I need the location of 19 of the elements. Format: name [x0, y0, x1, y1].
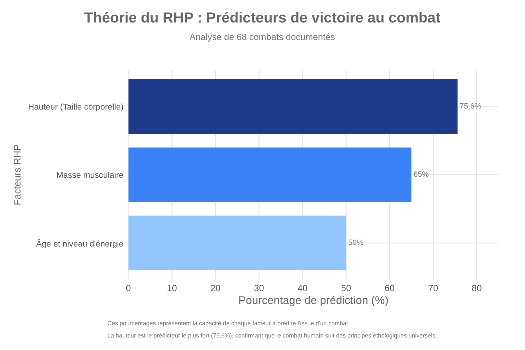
bar	[128, 216, 346, 270]
y-tick-label: Masse musculaire	[57, 172, 124, 178]
chart-title: Théorie du RHP : Prédicteurs de victoire au combat	[84, 12, 440, 23]
x-tick-label: 20	[211, 285, 220, 292]
bar	[128, 80, 458, 134]
x-axis-title: Pourcentage de prédiction (%)	[240, 296, 388, 307]
y-tick-label: Hauteur (Taille corporelle)	[29, 104, 124, 112]
x-tick-label: 80	[472, 285, 482, 292]
x-tick-label: 10	[168, 285, 177, 292]
x-tick-label: 70	[428, 285, 438, 292]
x-tick-label: 30	[254, 285, 264, 292]
y-axis-title: Facteurs RHP	[14, 144, 21, 205]
x-tick-label: 60	[385, 285, 395, 292]
y-tick-label: Âge et niveau d'énergie	[36, 240, 124, 249]
chart-subtitle: Analyse de 68 combats documentés	[190, 34, 335, 42]
x-tick-label: 50	[342, 285, 352, 292]
bar	[128, 148, 412, 202]
x-tick-label: 40	[298, 285, 308, 292]
x-tick-label: 0	[126, 285, 131, 292]
